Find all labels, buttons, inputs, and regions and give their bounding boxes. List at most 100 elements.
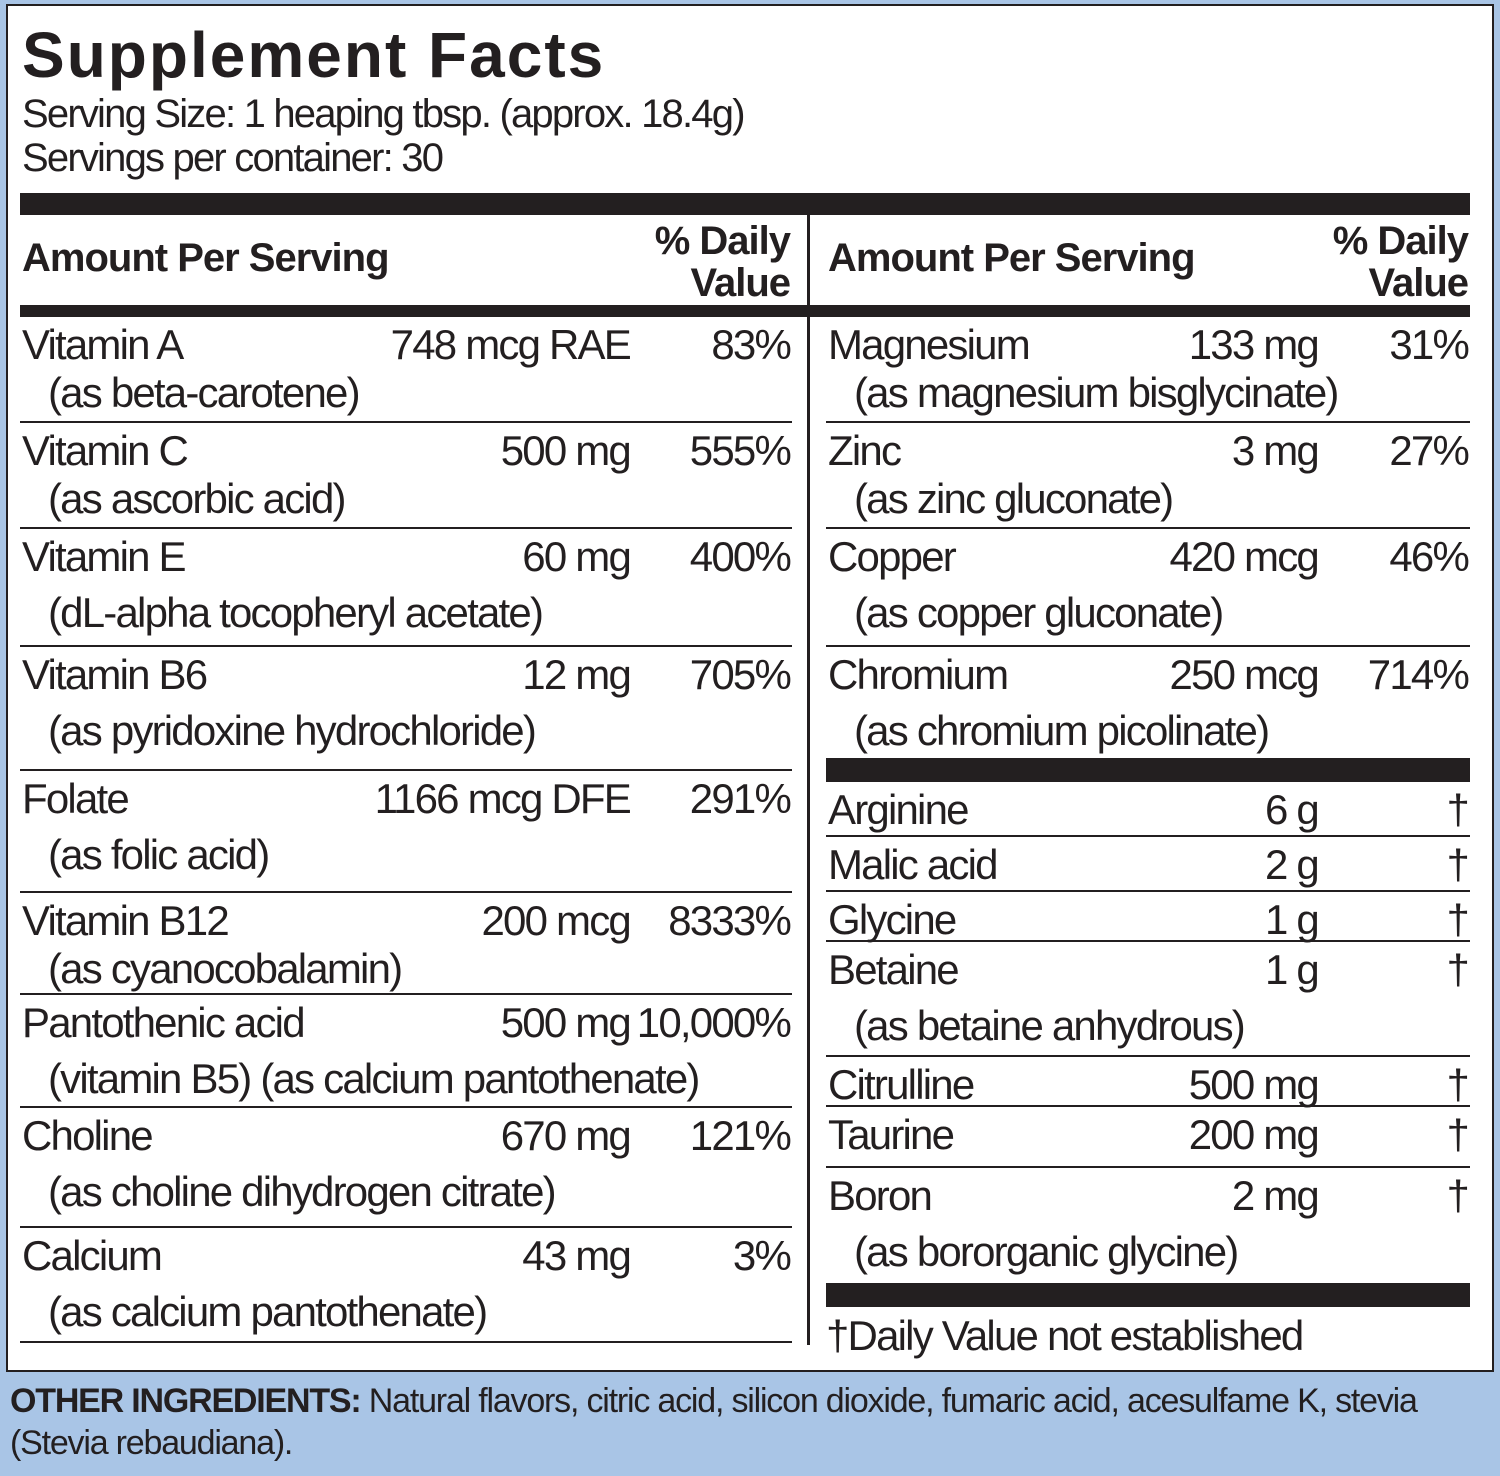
nutrient-daily-value: 291%	[689, 775, 792, 822]
nutrient-row: Vitamin B6 12 mg 705% (as pyridoxine hydroc…	[20, 647, 792, 771]
nutrient-amount: 1 g	[1265, 896, 1320, 943]
nutrient-name: Folate	[22, 775, 130, 822]
nutrient-name: Zinc	[828, 427, 902, 474]
nutrient-daily-value: 46%	[1389, 533, 1469, 580]
nutrient-form: (as calcium pantothenate)	[48, 1288, 488, 1335]
nutrient-daily-value: 3%	[732, 1232, 792, 1279]
nutrient-name: Glycine	[828, 896, 957, 943]
supplement-facts-panel	[6, 4, 1494, 1372]
nutrient-row: Pantothenic acid 500 mg 10,000% (vitamin B5…	[20, 995, 792, 1108]
nutrient-row: Glycine 1 g †	[826, 892, 1470, 943]
nutrient-amount: 1 g	[1265, 946, 1320, 993]
nutrient-daily-value: 400%	[689, 533, 792, 580]
nutrient-name: Boron	[828, 1172, 933, 1219]
nutrient-amount: 250 mcg	[1169, 651, 1320, 698]
servings-per-container: Servings per container: 30	[22, 136, 444, 180]
nutrient-daily-value: 27%	[1389, 427, 1469, 474]
serving-size: Serving Size: 1 heaping tbsp. (approx. 1…	[22, 92, 746, 136]
nutrient-row: Vitamin E 60 mg 400% (dL-alpha tocopheryl a…	[20, 529, 792, 647]
nutrient-name: Arginine	[828, 786, 969, 833]
nutrient-form: (as cyanocobalamin)	[48, 945, 403, 992]
nutrient-daily-value: †	[1446, 1061, 1469, 1108]
column-divider	[807, 215, 810, 1345]
nutrient-form: (as chromium picolinate)	[854, 707, 1270, 754]
dv-header-line1: % Daily	[654, 219, 791, 263]
nutrient-row: Calcium 43 mg 3% (as calcium pantothenate)	[20, 1228, 792, 1343]
other-ingredients-text: Natural flavors, citric acid, silicon di…	[10, 1382, 1418, 1462]
nutrient-daily-value: 83%	[711, 321, 791, 368]
nutrient-amount: 1166 mcg DFE	[374, 775, 632, 822]
nutrient-amount: 500 mg	[1188, 1061, 1320, 1108]
nutrient-row: Chromium 250 mcg 714% (as chromium picolina…	[826, 647, 1470, 758]
divider-bar	[20, 305, 1470, 317]
nutrient-form: (as copper gluconate)	[854, 589, 1224, 636]
nutrient-name: Calcium	[22, 1232, 163, 1279]
nutrient-name: Vitamin C	[22, 427, 189, 474]
dv-header-line2: Value	[1368, 261, 1469, 305]
nutrient-daily-value: †	[1446, 786, 1469, 833]
nutrient-amount: 6 g	[1265, 786, 1320, 833]
nutrient-daily-value: 10,000%	[636, 999, 792, 1046]
nutrient-amount: 200 mg	[1188, 1111, 1320, 1158]
nutrient-row: Citrulline 500 mg †	[826, 1057, 1470, 1108]
nutrient-row: Choline 670 mg 121% (as choline dihydrogen …	[20, 1108, 792, 1228]
nutrient-daily-value: 121%	[689, 1112, 792, 1159]
nutrient-row: Copper 420 mcg 46% (as copper gluconate)	[826, 529, 1470, 647]
nutrient-amount: 2 mg	[1231, 1172, 1320, 1219]
dv-header-line1: % Daily	[1332, 219, 1469, 263]
nutrient-daily-value: †	[1446, 841, 1469, 888]
nutrient-amount: 60 mg	[522, 533, 632, 580]
nutrient-name: Vitamin E	[22, 533, 187, 580]
nutrient-form: (as pyridoxine hydrochloride)	[48, 707, 537, 754]
nutrient-name: Magnesium	[828, 321, 1031, 368]
nutrient-daily-value: 714%	[1367, 651, 1470, 698]
divider-bar	[826, 758, 1470, 782]
nutrient-amount: 500 mg	[500, 999, 632, 1046]
dv-header-line2: Value	[690, 261, 791, 305]
nutrient-form: (dL-alpha tocopheryl acetate)	[48, 589, 544, 636]
nutrient-form: (as bororganic glycine)	[854, 1228, 1239, 1275]
nutrient-amount: 2 g	[1265, 841, 1320, 888]
amount-header-left: Amount Per Serving	[22, 236, 390, 280]
nutrient-form: (as magnesium bisglycinate)	[854, 369, 1339, 416]
nutrient-form: (as betaine anhydrous)	[854, 1002, 1246, 1049]
nutrient-name: Vitamin B12	[22, 897, 230, 944]
nutrient-form: (as choline dihydrogen citrate)	[48, 1168, 557, 1215]
nutrient-amount: 200 mcg	[481, 897, 632, 944]
nutrient-daily-value: †	[1446, 1111, 1469, 1158]
nutrient-row: Vitamin A 748 mcg RAE 83% (as beta-carotene…	[20, 317, 792, 423]
nutrient-amount: 670 mg	[500, 1112, 632, 1159]
nutrient-amount: 43 mg	[522, 1232, 632, 1279]
nutrient-name: Chromium	[828, 651, 1009, 698]
other-ingredients-label: OTHER INGREDIENTS:	[10, 1382, 362, 1420]
nutrient-form: (as beta-carotene)	[48, 369, 361, 416]
nutrient-daily-value: 8333%	[668, 897, 792, 944]
amount-header-right: Amount Per Serving	[828, 236, 1196, 280]
nutrient-row: Magnesium 133 mg 31% (as magnesium bisglyci…	[826, 317, 1470, 423]
nutrient-name: Copper	[828, 533, 957, 580]
nutrient-name: Choline	[22, 1112, 154, 1159]
nutrient-amount: 3 mg	[1231, 427, 1320, 474]
nutrient-amount: 12 mg	[522, 651, 632, 698]
nutrient-daily-value: †	[1446, 946, 1469, 993]
nutrient-row: Folate 1166 mcg DFE 291% (as folic acid)	[20, 771, 792, 893]
nutrient-name: Citrulline	[828, 1061, 975, 1108]
nutrient-daily-value: †	[1446, 896, 1469, 943]
title: Supplement Facts	[22, 19, 606, 91]
nutrient-name: Betaine	[828, 946, 960, 993]
nutrient-amount: 748 mcg RAE	[390, 321, 632, 368]
nutrient-row: Malic acid 2 g †	[826, 837, 1470, 892]
nutrient-row: Boron 2 mg † (as bororganic glycine)	[826, 1168, 1470, 1283]
nutrient-row: Betaine 1 g † (as betaine anhydrous)	[826, 942, 1470, 1057]
nutrient-daily-value: 555%	[689, 427, 792, 474]
nutrient-daily-value: †	[1446, 1172, 1469, 1219]
nutrient-row: Zinc 3 mg 27% (as zinc gluconate)	[826, 423, 1470, 529]
divider-bar	[20, 193, 1470, 215]
nutrient-row: Taurine 200 mg †	[826, 1107, 1470, 1168]
nutrient-form: (as zinc gluconate)	[854, 475, 1174, 522]
nutrient-name: Taurine	[828, 1111, 955, 1158]
nutrient-row: Arginine 6 g †	[826, 782, 1470, 837]
nutrient-row: Vitamin B12 200 mcg 8333% (as cyanocobalami…	[20, 893, 792, 995]
nutrient-form: (as ascorbic acid)	[48, 475, 347, 522]
nutrient-form: (as folic acid)	[48, 831, 270, 878]
